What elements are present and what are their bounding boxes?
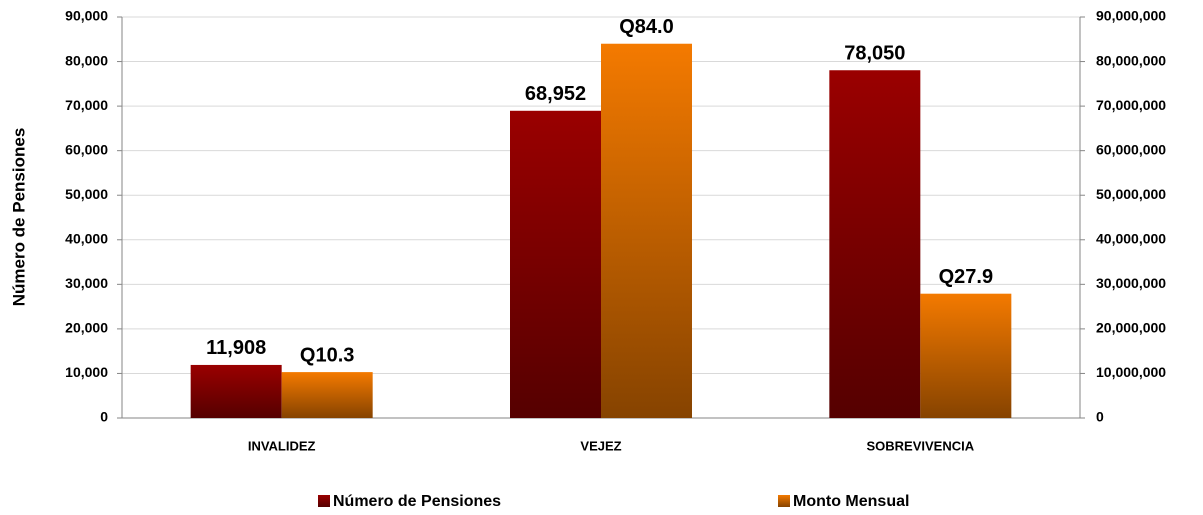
bar	[829, 70, 921, 418]
value-label: 68,952	[525, 83, 586, 105]
y-tick-label: 90,000	[65, 8, 108, 24]
legend-label: Monto Mensual	[793, 493, 909, 510]
value-label: Q10.3	[300, 344, 354, 366]
y-tick-label: 80,000	[65, 52, 108, 68]
y2-tick-label: 70,000,000	[1096, 97, 1166, 113]
y2-tick-label: 20,000,000	[1096, 320, 1166, 336]
legend-swatch	[318, 495, 330, 507]
y-tick-label: 0	[100, 409, 108, 425]
y-axis-title: Número de Pensiones	[9, 128, 28, 307]
y-tick-label: 60,000	[65, 141, 108, 157]
legend-swatch	[778, 495, 790, 507]
bar	[510, 110, 601, 419]
y2-tick-label: 90,000,000	[1096, 8, 1166, 24]
y2-tick-label: 60,000,000	[1096, 141, 1166, 157]
y2-tick-label: 80,000,000	[1096, 52, 1166, 68]
value-label: Q27.9	[939, 266, 993, 288]
x-tick-label: SOBREVIVENCIA	[867, 438, 975, 453]
y2-tick-label: 10,000,000	[1096, 364, 1166, 380]
y2-tick-label: 40,000,000	[1096, 230, 1166, 246]
x-tick-label: INVALIDEZ	[248, 438, 316, 453]
y-tick-label: 40,000	[65, 230, 108, 246]
bar	[281, 372, 373, 418]
bar	[190, 364, 282, 418]
value-label: 78,050	[844, 43, 905, 65]
y-tick-label: 50,000	[65, 186, 108, 202]
value-label: Q84.0	[619, 16, 673, 38]
y-tick-label: 20,000	[65, 320, 108, 336]
y-tick-label: 70,000	[65, 97, 108, 113]
y-tick-label: 30,000	[65, 275, 108, 291]
x-tick-label: VEJEZ	[580, 438, 621, 453]
bar	[920, 293, 1012, 418]
value-label: 11,908	[206, 337, 266, 359]
y2-tick-label: 30,000,000	[1096, 275, 1166, 291]
y2-tick-label: 0	[1096, 409, 1104, 425]
legend-label: Número de Pensiones	[333, 493, 501, 510]
y2-tick-label: 50,000,000	[1096, 186, 1166, 202]
bar	[601, 43, 692, 418]
y-tick-label: 10,000	[65, 364, 108, 380]
